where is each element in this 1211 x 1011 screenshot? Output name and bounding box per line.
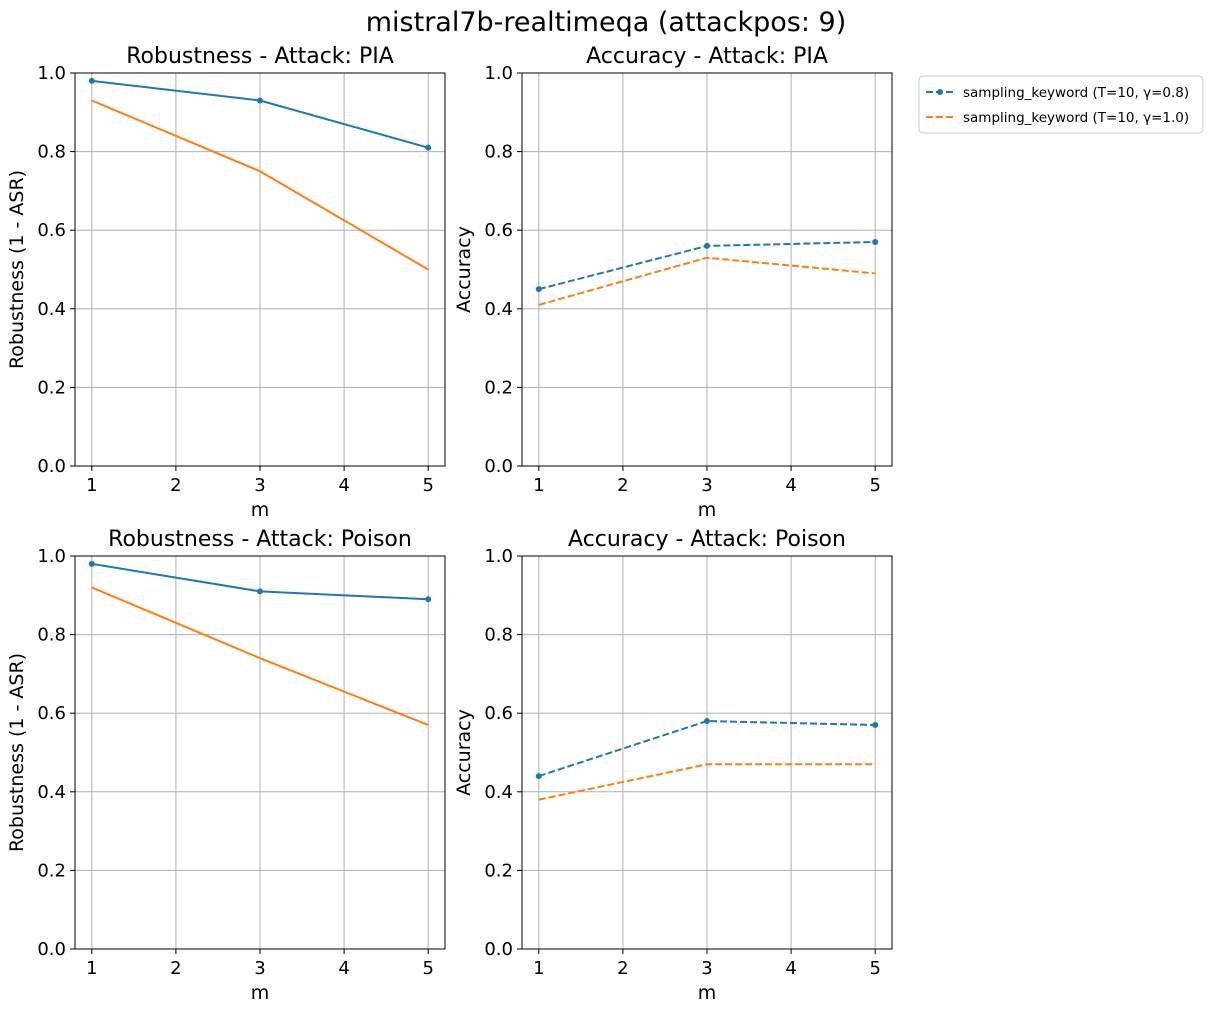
x-tick-label: 5 [422, 475, 433, 496]
y-tick-label: 1.0 [484, 63, 513, 84]
data-point [425, 144, 432, 151]
data-point [872, 238, 879, 245]
subplot-1: 1 2 3 4 5 0.0 0.2 0.4 0.6 0.8 1.0 Robustness - Atta… [6, 44, 446, 521]
y-tick-label: 0.8 [37, 625, 66, 646]
x-tick-label: 1 [86, 958, 97, 979]
x-tick-label: 4 [338, 958, 349, 979]
y-tick-label: 0.6 [484, 220, 513, 241]
y-tick-label: 0.0 [484, 939, 513, 960]
series-line-2 [91, 586, 429, 726]
series-line-2 [91, 99, 429, 271]
y-tick-label: 0.6 [484, 703, 513, 724]
data-point [704, 242, 710, 249]
x-tick-label: 4 [338, 475, 349, 496]
series-line-2 [538, 256, 876, 306]
figure-title: mistral7b-realtimeqa (attackpos: 9) [366, 7, 847, 38]
y-tick-label: 0.4 [37, 299, 66, 320]
subplot-3: 1 2 3 4 5 0.0 0.2 0.4 0.6 0.8 1.0 Robustness - Atta… [6, 527, 446, 1004]
y-tick-label: 0.0 [484, 456, 513, 477]
x-axis-label: m [698, 982, 717, 1004]
y-axis-label: Accuracy [453, 226, 475, 313]
series-line-2 [538, 763, 876, 801]
x-tick-label: 1 [533, 958, 544, 979]
legend-box [918, 75, 1204, 134]
subplot-title: Accuracy - Attack: PIA [586, 44, 828, 69]
x-axis-label: m [251, 499, 270, 521]
data-point [88, 77, 95, 84]
y-tick-label: 0.0 [37, 456, 66, 477]
data-point [872, 721, 879, 728]
data-point [425, 596, 432, 603]
y-tick-label: 0.2 [484, 377, 513, 398]
subplots-grid: 1 2 3 4 5 0.0 0.2 0.4 0.6 0.8 1.0 Robustness - Atta… [6, 44, 893, 1004]
y-tick-label: 1.0 [37, 63, 66, 84]
data-point [257, 588, 263, 595]
x-tick-label: 5 [869, 475, 880, 496]
y-tick-label: 0.4 [484, 299, 513, 320]
x-tick-label: 4 [785, 475, 796, 496]
y-tick-label: 0.0 [37, 939, 66, 960]
x-tick-label: 5 [869, 958, 880, 979]
y-tick-label: 0.2 [37, 377, 66, 398]
x-tick-label: 1 [533, 475, 544, 496]
x-tick-label: 3 [701, 958, 712, 979]
data-point [535, 773, 542, 780]
data-point [88, 560, 95, 567]
y-tick-label: 0.6 [37, 220, 66, 241]
legend-label: sampling_keyword (T=10, γ=0.8) [963, 85, 1189, 101]
x-tick-label: 3 [254, 475, 265, 496]
subplot-2: 1 2 3 4 5 0.0 0.2 0.4 0.6 0.8 1.0 Accuracy - Attack… [453, 44, 893, 521]
y-axis-label: Robustness (1 - ASR) [6, 653, 28, 852]
y-tick-label: 0.8 [484, 142, 513, 163]
y-axis-label: Robustness (1 - ASR) [6, 170, 28, 369]
x-tick-label: 2 [617, 475, 628, 496]
x-tick-label: 2 [170, 475, 181, 496]
x-tick-label: 1 [86, 475, 97, 496]
y-tick-label: 0.4 [484, 782, 513, 803]
y-tick-label: 1.0 [37, 546, 66, 567]
x-axis-label: m [251, 982, 270, 1004]
x-tick-label: 2 [617, 958, 628, 979]
y-tick-label: 1.0 [484, 546, 513, 567]
subplot-title: Robustness - Attack: Poison [108, 527, 412, 552]
x-tick-label: 3 [254, 958, 265, 979]
y-tick-label: 0.2 [37, 860, 66, 881]
subplot-title: Robustness - Attack: PIA [126, 44, 394, 69]
data-point [257, 97, 263, 104]
y-tick-label: 0.2 [484, 860, 513, 881]
data-point [704, 718, 710, 725]
x-tick-label: 4 [785, 958, 796, 979]
data-point [535, 286, 542, 293]
legend-label: sampling_keyword (T=10, γ=1.0) [963, 110, 1189, 126]
x-tick-label: 3 [701, 475, 712, 496]
y-tick-label: 0.4 [37, 782, 66, 803]
y-tick-label: 0.6 [37, 703, 66, 724]
y-tick-label: 0.8 [484, 625, 513, 646]
y-tick-label: 0.8 [37, 142, 66, 163]
x-tick-label: 5 [422, 958, 433, 979]
x-axis-label: m [698, 499, 717, 521]
subplot-title: Accuracy - Attack: Poison [568, 527, 846, 552]
subplot-4: 1 2 3 4 5 0.0 0.2 0.4 0.6 0.8 1.0 Accuracy - Attack… [453, 527, 893, 1004]
x-tick-label: 2 [170, 958, 181, 979]
legend: sampling_keyword (T=10, γ=0.8) sampling_k… [918, 75, 1204, 134]
legend-marker [937, 89, 943, 95]
y-axis-label: Accuracy [453, 709, 475, 796]
